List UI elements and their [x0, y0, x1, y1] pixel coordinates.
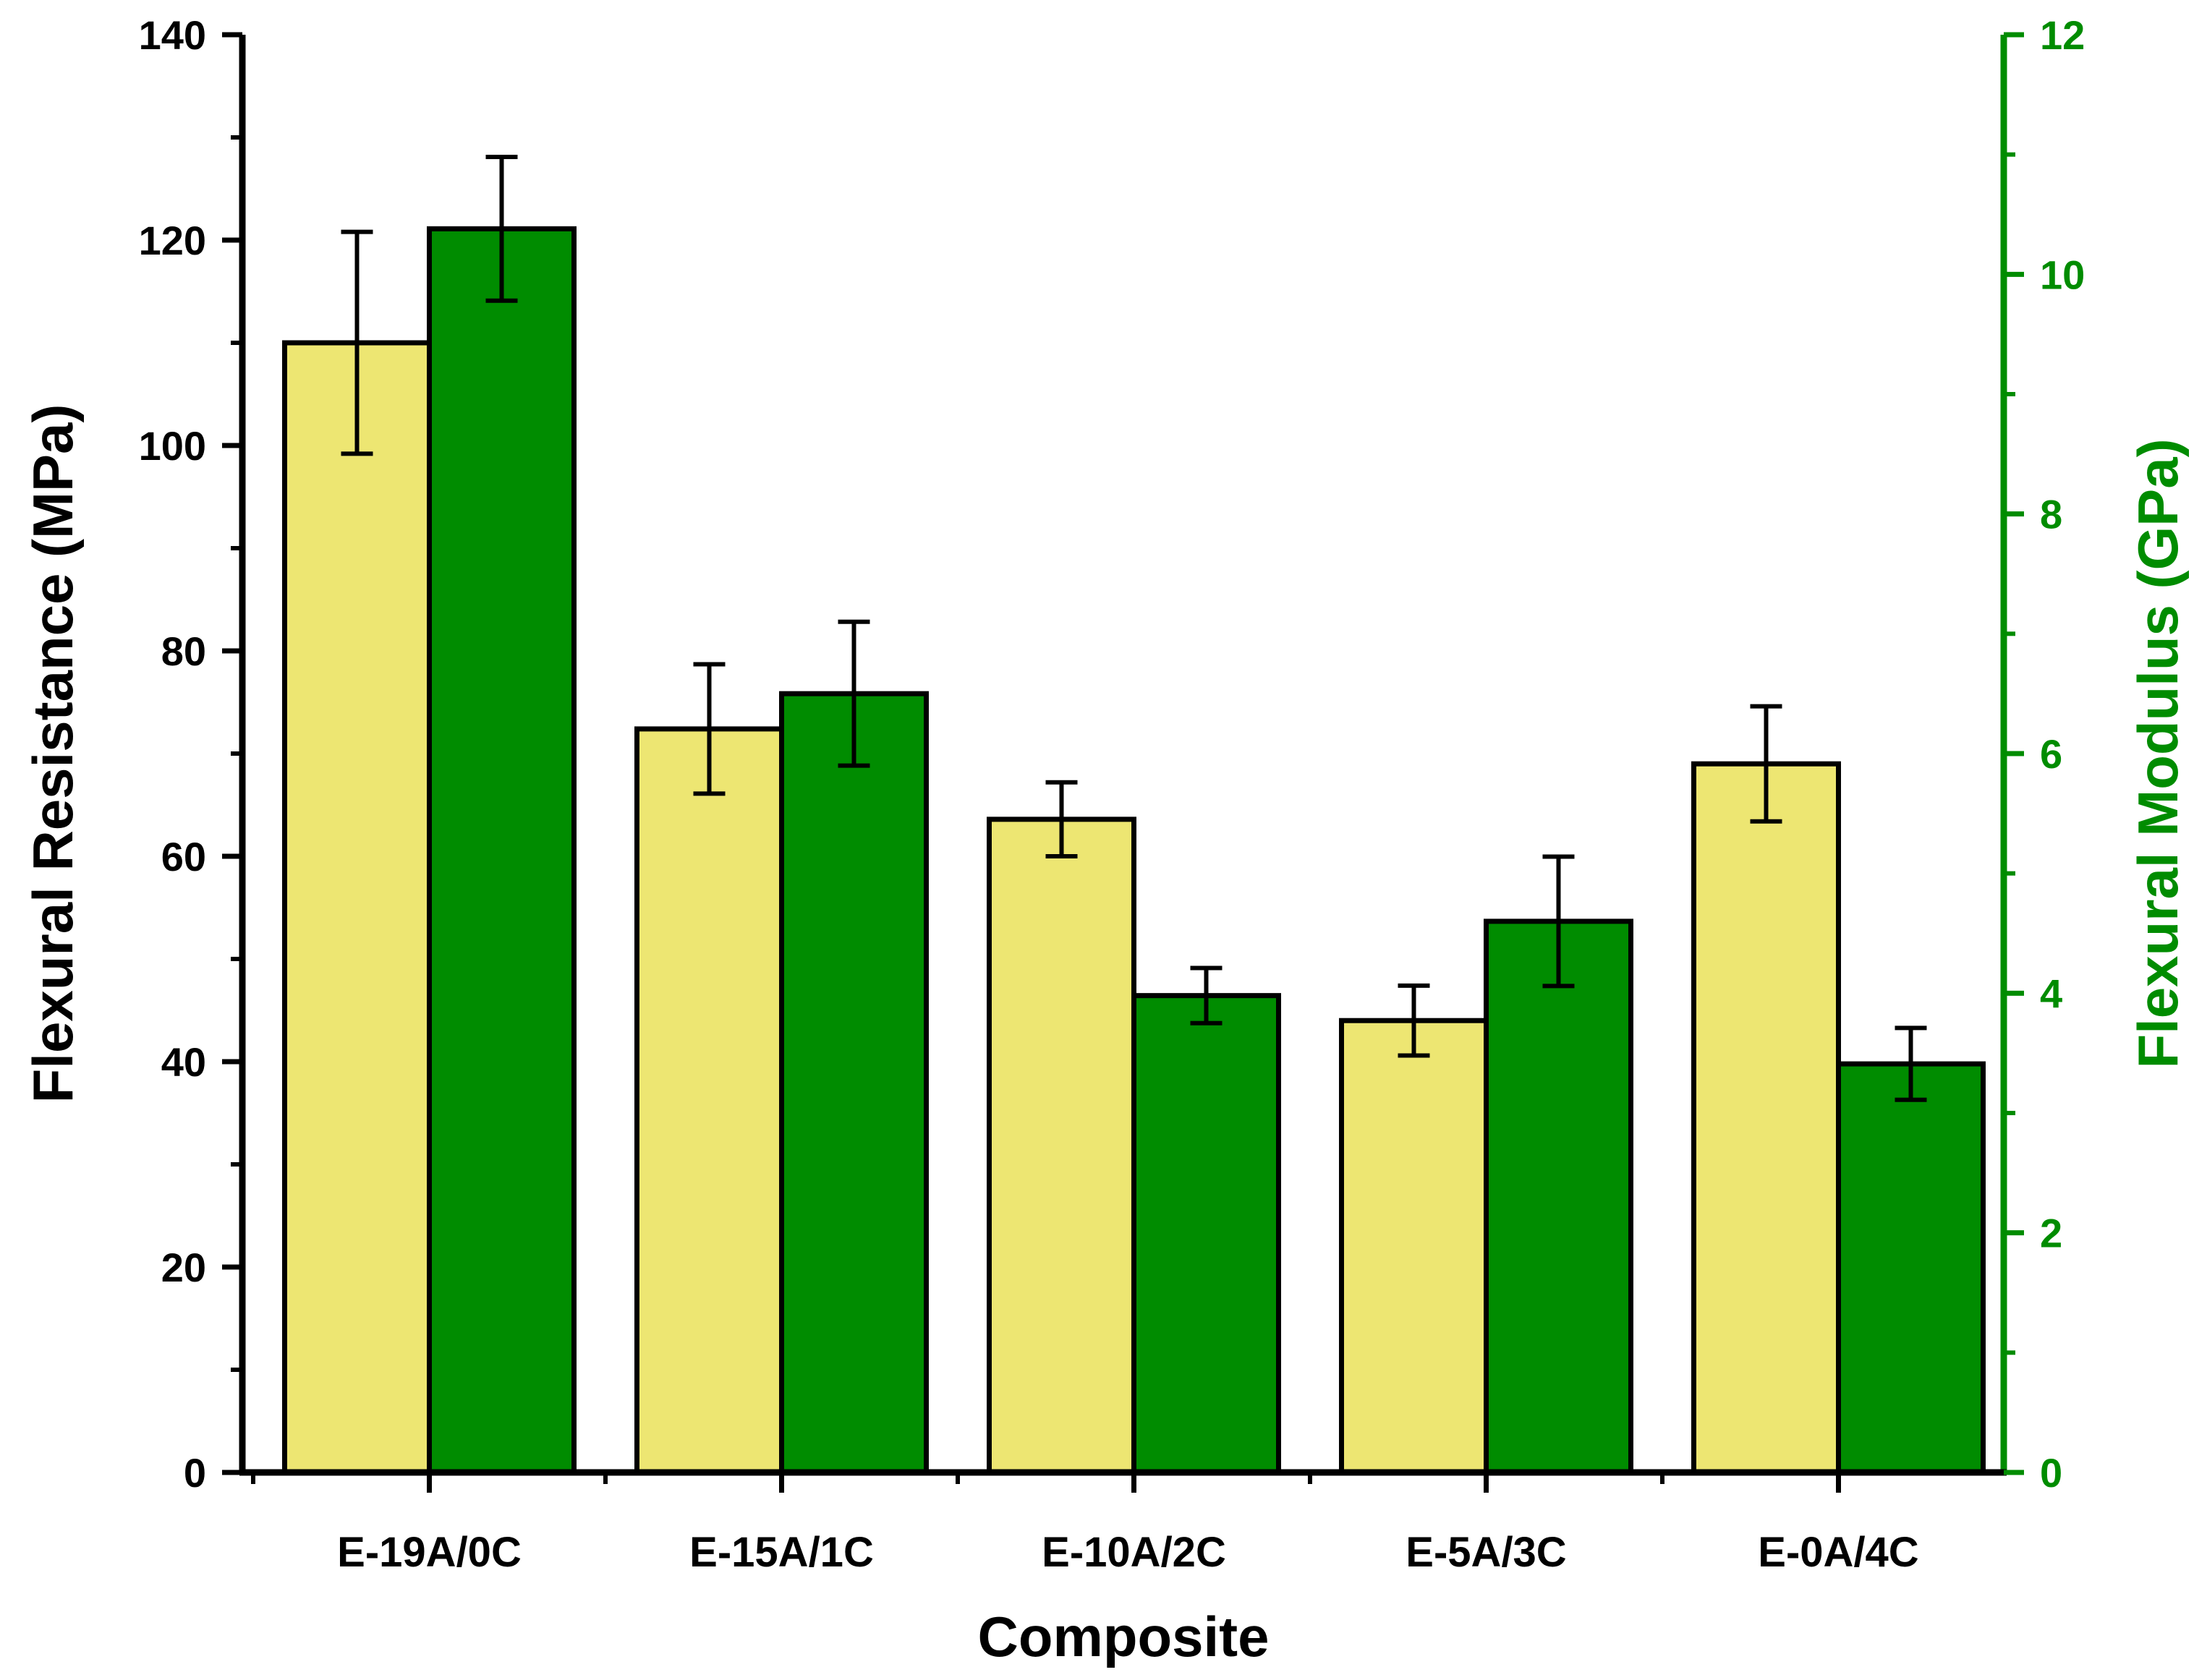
x-axis-ticks: E-19A/0C E-15A/1C E-10A/2C E-5A/3C E-0A/4C [251, 1472, 1919, 1576]
x-tick-label: E-19A/0C [337, 1529, 522, 1576]
y-right-tick-label: 6 [2040, 731, 2062, 777]
bar-flexural-modulus [1484, 918, 1633, 1475]
bar-flexural-resistance [282, 340, 432, 1475]
y-left-tick-label: 140 [139, 12, 206, 58]
y-right-tick-label: 2 [2040, 1211, 2062, 1256]
y-left-tick-label: 60 [161, 834, 206, 879]
y-left-tick-label: 40 [161, 1039, 206, 1085]
y-right-tick-label: 4 [2040, 971, 2062, 1016]
y-axis-right-ticks: 0 2 4 6 8 10 12 [2004, 12, 2085, 1496]
y-right-tick-label: 8 [2040, 492, 2062, 537]
y-axis-left-title: Flexural Resistance (MPa) [21, 404, 85, 1104]
bar-flexural-resistance [987, 816, 1136, 1475]
bar-flexural-modulus [1836, 1061, 1986, 1475]
bar-flexural-modulus [427, 226, 577, 1475]
y-left-tick-label: 120 [139, 218, 206, 263]
bar-flexural-resistance [1691, 761, 1841, 1475]
y-left-tick-label: 100 [139, 423, 206, 469]
y-left-tick-label: 0 [184, 1450, 206, 1496]
x-tick-label: E-15A/1C [689, 1529, 874, 1576]
bar-flexural-resistance [634, 726, 784, 1475]
y-left-tick-label: 20 [161, 1245, 206, 1290]
y-axis-left-ticks: 0 20 40 60 80 100 120 140 [139, 12, 242, 1496]
x-axis-title: Composite [977, 1605, 1269, 1668]
bar-flexural-modulus [1131, 993, 1281, 1475]
error-bars-group [341, 154, 1927, 1102]
bars-group [282, 226, 1986, 1475]
x-tick-label: E-0A/4C [1758, 1529, 1918, 1576]
y-right-tick-label: 0 [2040, 1450, 2062, 1496]
bar-flexural-modulus [779, 691, 929, 1475]
y-right-tick-label: 12 [2040, 12, 2085, 58]
y-right-tick-label: 10 [2040, 252, 2085, 297]
y-left-tick-label: 80 [161, 628, 206, 674]
bar-flexural-resistance [1339, 1018, 1489, 1475]
x-tick-label: E-10A/2C [1042, 1529, 1226, 1576]
y-axis-right-title: Flexural Modulus (GPa) [2126, 438, 2190, 1068]
x-tick-label: E-5A/3C [1406, 1529, 1566, 1576]
